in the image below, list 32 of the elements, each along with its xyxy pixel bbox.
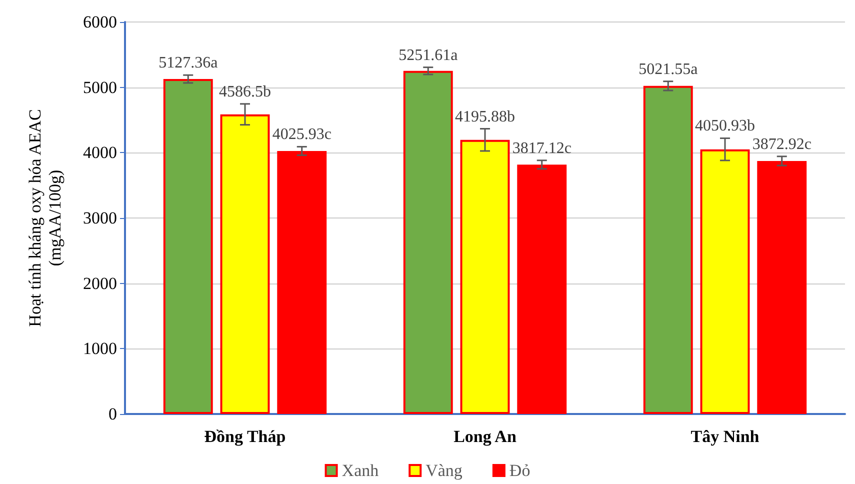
y-tick-label: 1000 (83, 339, 117, 358)
legend-label: Xanh (342, 461, 380, 480)
data-label: 4195.88b (455, 108, 515, 126)
x-tick-label: Long An (454, 427, 517, 446)
y-tick-label: 2000 (83, 274, 117, 293)
legend-label: Vàng (426, 461, 463, 480)
bar (277, 150, 327, 414)
y-tick-label: 5000 (83, 78, 117, 97)
bar (163, 79, 213, 414)
data-label: 4586.5b (219, 83, 271, 100)
y-tick-label: 3000 (83, 208, 117, 228)
bar (757, 160, 807, 414)
data-label: 4025.93c (272, 126, 332, 144)
bar (700, 149, 750, 414)
data-label: 5127.36a (158, 54, 218, 72)
bar (643, 86, 693, 414)
bar (460, 140, 510, 414)
data-label: 3817.12c (512, 140, 572, 157)
data-label: 4050.93b (695, 118, 755, 135)
x-tick-label: Đồng Tháp (204, 427, 286, 446)
data-label: 3872.92c (752, 136, 812, 153)
x-tick-label: Tây Ninh (690, 427, 760, 446)
y-axis-title: Hoạt tính kháng oxy hóa AEAC (mgAA/100g) (26, 109, 64, 327)
y-tick-label: 0 (108, 404, 117, 424)
bar (220, 114, 270, 414)
legend-label: Đỏ (509, 461, 530, 480)
bar (403, 70, 453, 414)
data-label: 5251.61a (398, 46, 458, 64)
bar (517, 164, 567, 414)
data-label: 5021.55a (638, 60, 698, 78)
y-tick-label: 6000 (83, 12, 117, 32)
y-tick-label: 4000 (83, 143, 117, 162)
